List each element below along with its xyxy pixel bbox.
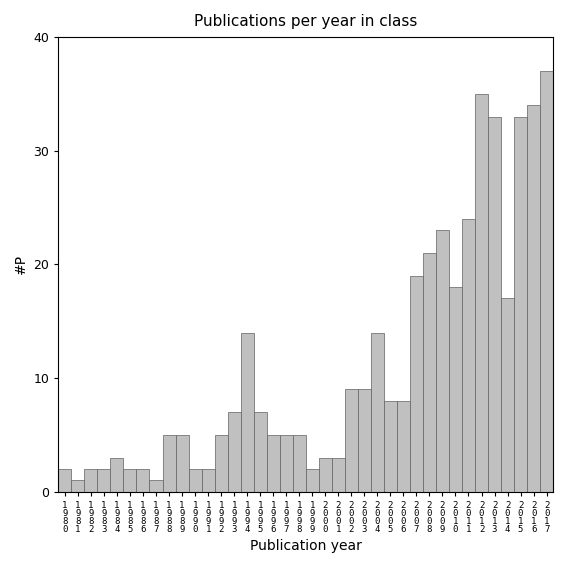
Bar — [319, 458, 332, 492]
Bar — [436, 230, 449, 492]
Bar — [501, 298, 514, 492]
Bar — [71, 480, 84, 492]
Bar — [189, 469, 201, 492]
Bar — [124, 469, 137, 492]
Bar — [214, 435, 227, 492]
Bar — [176, 435, 189, 492]
Bar — [397, 401, 410, 492]
Bar — [475, 94, 488, 492]
Bar — [371, 332, 384, 492]
Title: Publications per year in class: Publications per year in class — [194, 14, 417, 29]
Bar — [514, 117, 527, 492]
Bar — [488, 117, 501, 492]
Bar — [306, 469, 319, 492]
Bar — [240, 332, 253, 492]
Bar — [137, 469, 150, 492]
Bar — [540, 71, 553, 492]
Bar — [293, 435, 306, 492]
Bar — [358, 390, 371, 492]
Bar — [384, 401, 397, 492]
Bar — [227, 412, 240, 492]
Bar — [98, 469, 111, 492]
Bar — [266, 435, 280, 492]
Bar — [84, 469, 98, 492]
Bar — [410, 276, 423, 492]
Bar — [345, 390, 358, 492]
Bar — [280, 435, 293, 492]
Bar — [449, 287, 462, 492]
Bar — [201, 469, 214, 492]
Bar — [462, 219, 475, 492]
Bar — [111, 458, 124, 492]
Bar — [332, 458, 345, 492]
Bar — [163, 435, 176, 492]
Bar — [253, 412, 266, 492]
Bar — [527, 105, 540, 492]
Bar — [423, 253, 436, 492]
X-axis label: Publication year: Publication year — [250, 539, 362, 553]
Bar — [150, 480, 163, 492]
Bar — [58, 469, 71, 492]
Y-axis label: #P: #P — [14, 254, 28, 274]
